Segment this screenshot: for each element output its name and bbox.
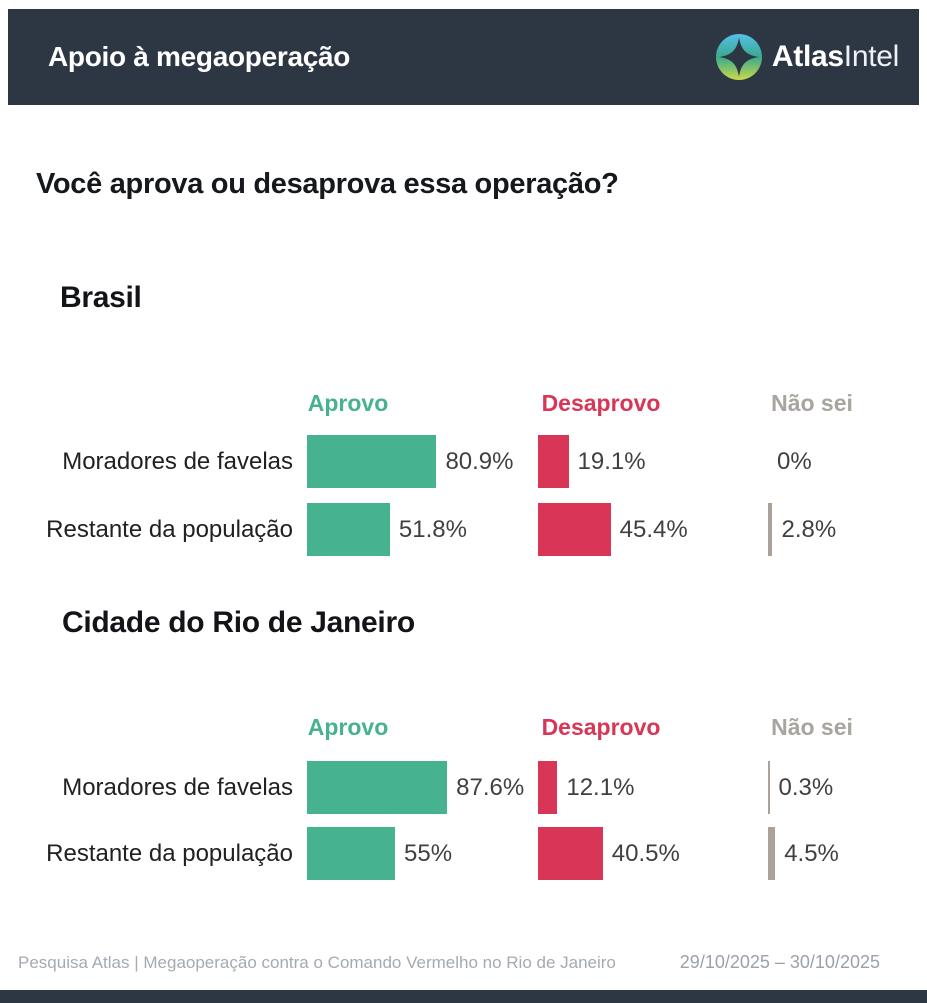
row-label: Restante da população [46, 515, 293, 543]
cell-desaprovo: 45.4% [538, 503, 688, 556]
question-title: Você aprova ou desaprova essa operação? [36, 168, 619, 200]
row-label: Restante da população [46, 839, 293, 867]
table-row-brasil-favelas: Moradores de favelas 80.9% 19.1% 0% [0, 435, 927, 488]
cell-aprovo: 87.6% [307, 761, 524, 814]
cell-desaprovo: 19.1% [538, 435, 646, 488]
bar-value: 2.8% [781, 515, 837, 543]
bar-value: 12.1% [566, 773, 635, 801]
bar-aprovo [307, 827, 395, 880]
cell-desaprovo: 40.5% [538, 827, 680, 880]
bar-desaprovo [538, 503, 611, 556]
cell-nao-sei: 0.3% [768, 761, 833, 814]
atlasintel-compass-icon [715, 34, 762, 80]
bar-desaprovo [538, 827, 603, 880]
page-title: Apoio à megaoperação [48, 41, 351, 72]
table-row-rio-restante: Restante da população 55% 40.5% 4.5% [0, 827, 927, 880]
column-header-desaprovo: Desaprovo [541, 714, 661, 740]
bar-desaprovo [538, 761, 558, 814]
bar-value: 40.5% [611, 839, 680, 867]
bar-nao-sei [768, 827, 776, 880]
bar-aprovo [307, 503, 390, 556]
column-header-desaprovo: Desaprovo [541, 390, 661, 416]
cell-nao-sei: 2.8% [768, 503, 836, 556]
column-header-aprovo: Aprovo [307, 714, 389, 740]
cell-aprovo: 51.8% [307, 503, 467, 556]
bottom-bar [0, 990, 927, 1003]
bar-aprovo [307, 435, 437, 488]
table-row-rio-favelas: Moradores de favelas 87.6% 12.1% 0.3% [0, 761, 927, 814]
cell-nao-sei: 0% [768, 435, 812, 488]
column-header-aprovo: Aprovo [307, 390, 389, 416]
bar-value: 55% [404, 839, 453, 867]
row-label: Moradores de favelas [62, 447, 293, 475]
footer-dates: 29/10/2025 – 30/10/2025 [679, 952, 880, 972]
brand-atlas: Atlas [771, 40, 844, 73]
header-bar: Apoio à megaoperação AtlasIntel [8, 9, 919, 105]
bar-aprovo [307, 761, 448, 814]
cell-aprovo: 55% [307, 827, 452, 880]
column-headers-brasil: Aprovo Desaprovo Não sei [0, 390, 927, 418]
footer-source: Pesquisa Atlas | Megaoperação contra o C… [18, 953, 616, 972]
bar-value: 4.5% [784, 839, 839, 867]
cell-aprovo: 80.9% [307, 435, 514, 488]
bar-value: 19.1% [577, 447, 646, 475]
section-title-rio: Cidade do Rio de Janeiro [62, 606, 415, 639]
section-title-brasil: Brasil [60, 281, 142, 314]
cell-nao-sei: 4.5% [768, 827, 839, 880]
bar-nao-sei [768, 503, 773, 556]
column-header-nao-sei: Não sei [771, 714, 853, 740]
bar-value: 0% [777, 447, 812, 475]
bar-value: 45.4% [619, 515, 688, 543]
bar-value: 0.3% [778, 773, 834, 801]
row-label: Moradores de favelas [62, 773, 293, 801]
bar-value: 87.6% [456, 773, 525, 801]
atlasintel-brand: AtlasIntel [715, 34, 899, 80]
column-header-nao-sei: Não sei [771, 390, 853, 416]
bar-value: 80.9% [445, 447, 514, 475]
bar-nao-sei [768, 761, 770, 814]
bar-value: 51.8% [398, 515, 467, 543]
column-headers-rio: Aprovo Desaprovo Não sei [0, 714, 927, 742]
bar-desaprovo [538, 435, 569, 488]
cell-desaprovo: 12.1% [538, 761, 634, 814]
atlasintel-wordmark: AtlasIntel [772, 40, 899, 74]
table-row-brasil-restante: Restante da população 51.8% 45.4% 2.8% [0, 503, 927, 556]
brand-intel: Intel [843, 40, 900, 73]
